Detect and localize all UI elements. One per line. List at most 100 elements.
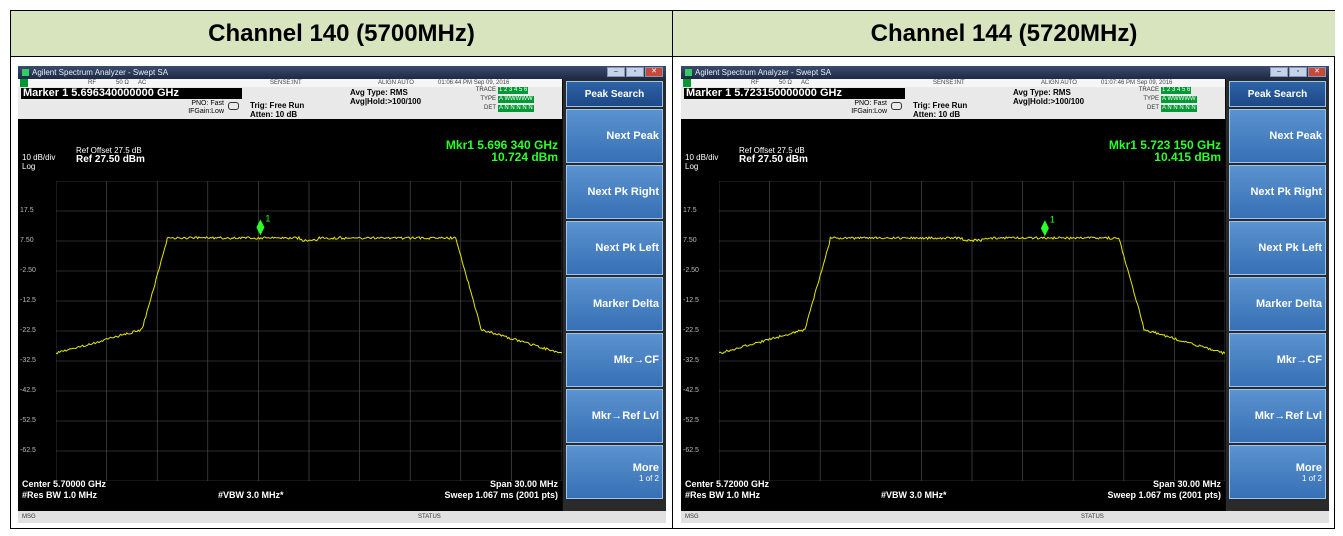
trace-grid[interactable]: 1: [719, 181, 1225, 481]
sense-label: SENSE:INT: [270, 79, 302, 87]
panel-header-left: Channel 140 (5700MHz): [11, 11, 672, 57]
y-tick-label: -52.5: [683, 417, 699, 424]
close-icon[interactable]: ✕: [1308, 67, 1326, 77]
y-tick-label: -52.5: [20, 417, 36, 424]
pno-settings: PNO: Fast IFGain:Low: [831, 100, 887, 116]
y-tick-label: -22.5: [20, 327, 36, 334]
y-tick-label: 17.5: [20, 207, 34, 214]
more-button[interactable]: More 1 of 2: [1229, 445, 1326, 499]
reference-info: Ref Offset 27.5 dB Ref 27.50 dBm: [76, 146, 145, 164]
mkr-cf-button[interactable]: Mkr→CF: [1229, 333, 1326, 387]
y-tick-label: -62.5: [683, 447, 699, 454]
trace-indicator: TRACE 1 2 3 4 5 6 TYPE A WWWWW DET A N N N …: [1137, 87, 1223, 115]
marker-readout[interactable]: Marker 1 5.696340000000 GHz: [21, 88, 242, 99]
sweep-info: Center 5.72000 GHz Span 30.00 MHz #Res B…: [681, 479, 1225, 501]
ok-icon: [683, 79, 691, 87]
status-panel: RF 50 Ω AC SENSE:INT ALIGN AUTO 01:07:46…: [681, 79, 1225, 119]
minimize-icon[interactable]: –: [607, 67, 625, 77]
window-controls: – ▫ ✕: [1270, 67, 1326, 77]
align-label: ALIGN AUTO: [378, 79, 414, 87]
loop-icon: [891, 102, 902, 110]
reference-info: Ref Offset 27.5 dB Ref 27.50 dBm: [739, 146, 808, 164]
center-frequency: Center 5.70000 GHz: [22, 479, 106, 489]
scale-info: 10 dB/div Log: [685, 153, 718, 171]
average-settings: Avg Type: RMS Avg|Hold:>100/100: [350, 88, 421, 106]
y-tick-label: -32.5: [20, 357, 36, 364]
y-tick-label: 17.5: [683, 207, 697, 214]
close-icon[interactable]: ✕: [645, 67, 663, 77]
next-peak-button[interactable]: Next Peak: [1229, 109, 1326, 163]
marker-readout[interactable]: Marker 1 5.723150000000 GHz: [684, 88, 905, 99]
coupling-label: AC: [138, 79, 146, 87]
rf-status-bar: RF 50 Ω AC SENSE:INT ALIGN AUTO 01:06:44…: [18, 79, 562, 87]
center-frequency: Center 5.72000 GHz: [685, 479, 769, 489]
video-bandwidth: #VBW 3.0 MHz*: [881, 490, 947, 500]
message-bar: MSG STATUS: [681, 511, 1329, 523]
y-tick-label: -42.5: [683, 387, 699, 394]
marker-number: 1: [1050, 214, 1055, 224]
rf-status-bar: RF 50 Ω AC SENSE:INT ALIGN AUTO 01:07:46…: [681, 79, 1225, 87]
message-bar: MSG STATUS: [18, 511, 666, 523]
window-controls: – ▫ ✕: [607, 67, 663, 77]
next-pk-left-button[interactable]: Next Pk Left: [1229, 221, 1326, 275]
restore-icon[interactable]: ▫: [626, 67, 644, 77]
spectrum-analyzer-screenshot: Agilent Spectrum Analyzer - Swept SA – ▫ ✕…: [681, 66, 1329, 523]
next-pk-right-button[interactable]: Next Pk Right: [1229, 165, 1326, 219]
more-button[interactable]: More 1 of 2: [566, 445, 663, 499]
mkr-ref-lvl-button[interactable]: Mkr→Ref Lvl: [566, 389, 663, 443]
loop-icon: [228, 102, 239, 110]
sense-label: SENSE:INT: [933, 79, 965, 87]
marker-diamond-icon[interactable]: [1041, 220, 1049, 236]
pno-settings: PNO: Fast IFGain:Low: [168, 100, 224, 116]
scale-info: 10 dB/div Log: [22, 153, 55, 171]
msg-label: MSG: [22, 511, 36, 523]
video-bandwidth: #VBW 3.0 MHz*: [218, 490, 284, 500]
softkey-menu-title: Peak Search: [566, 81, 663, 107]
column-divider: [672, 11, 673, 528]
timestamp: 01:06:44 PM Sep 09, 2016: [438, 79, 509, 87]
softkey-panel: Peak Search Next Peak Next Pk Right Next…: [563, 79, 666, 523]
timestamp: 01:07:46 PM Sep 09, 2016: [1101, 79, 1172, 87]
next-pk-right-button[interactable]: Next Pk Right: [566, 165, 663, 219]
resolution-bandwidth: #Res BW 1.0 MHz: [685, 490, 760, 500]
app-logo-icon: [685, 69, 692, 76]
marker-result: Mkr1 5.723 150 GHz 10.415 dBm: [1109, 139, 1221, 163]
y-tick-label: -2.50: [683, 267, 699, 274]
mkr-ref-lvl-button[interactable]: Mkr→Ref Lvl: [1229, 389, 1326, 443]
trigger-settings: Trig: Free Run Atten: 10 dB: [913, 101, 967, 119]
y-tick-label: -12.5: [20, 297, 36, 304]
marker-result: Mkr1 5.696 340 GHz 10.724 dBm: [446, 139, 558, 163]
next-pk-left-button[interactable]: Next Pk Left: [566, 221, 663, 275]
impedance-label: 50 Ω: [116, 79, 129, 87]
impedance-label: 50 Ω: [779, 79, 792, 87]
average-settings: Avg Type: RMS Avg|Hold:>100/100: [1013, 88, 1084, 106]
sweep-info: Center 5.70000 GHz Span 30.00 MHz #Res B…: [18, 479, 562, 501]
mkr-cf-button[interactable]: Mkr→CF: [566, 333, 663, 387]
window-titlebar: Agilent Spectrum Analyzer - Swept SA – ▫ ✕: [681, 66, 1329, 79]
y-tick-label: -22.5: [683, 327, 699, 334]
status-panel: RF 50 Ω AC SENSE:INT ALIGN AUTO 01:06:44…: [18, 79, 562, 119]
next-peak-button[interactable]: Next Peak: [566, 109, 663, 163]
y-tick-label: -2.50: [20, 267, 36, 274]
rf-label: RF: [751, 79, 759, 87]
window-title: Agilent Spectrum Analyzer - Swept SA: [32, 68, 168, 77]
ok-icon: [20, 79, 28, 87]
y-tick-label: -12.5: [683, 297, 699, 304]
trace-indicator: TRACE 1 2 3 4 5 6 TYPE A WWWWW DET A N N N …: [474, 87, 560, 115]
spectrum-plot[interactable]: Ref Offset 27.5 dB Ref 27.50 dBm 10 dB/di…: [18, 119, 562, 523]
marker-delta-button[interactable]: Marker Delta: [1229, 277, 1326, 331]
marker-diamond-icon[interactable]: [256, 219, 264, 235]
softkey-panel: Peak Search Next Peak Next Pk Right Next…: [1226, 79, 1329, 523]
coupling-label: AC: [801, 79, 809, 87]
resolution-bandwidth: #Res BW 1.0 MHz: [22, 490, 97, 500]
marker-delta-button[interactable]: Marker Delta: [566, 277, 663, 331]
rf-label: RF: [88, 79, 96, 87]
trigger-settings: Trig: Free Run Atten: 10 dB: [250, 101, 304, 119]
span: Span 30.00 MHz: [490, 479, 558, 489]
align-label: ALIGN AUTO: [1041, 79, 1077, 87]
minimize-icon[interactable]: –: [1270, 67, 1288, 77]
restore-icon[interactable]: ▫: [1289, 67, 1307, 77]
comparison-table: Channel 140 (5700MHz) Channel 144 (5720M…: [10, 10, 1335, 529]
spectrum-plot[interactable]: Ref Offset 27.5 dB Ref 27.50 dBm 10 dB/di…: [681, 119, 1225, 523]
trace-grid[interactable]: 1: [56, 181, 562, 481]
